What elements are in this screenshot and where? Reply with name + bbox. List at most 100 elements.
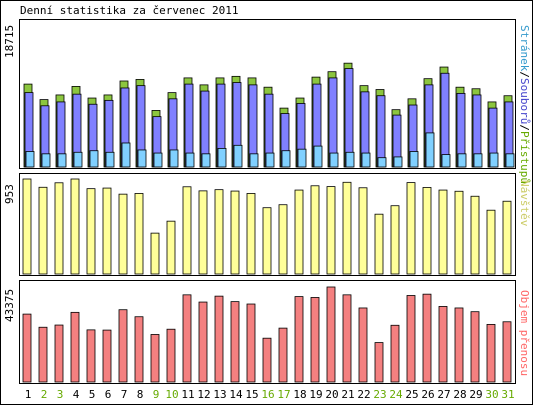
bar-pages — [281, 150, 291, 168]
day-label: 28 — [453, 388, 466, 401]
bar-visits — [134, 193, 144, 275]
bar-pages — [201, 153, 211, 168]
day-label: 18 — [293, 388, 306, 401]
bar-kbytes — [134, 316, 144, 383]
bar-pages — [489, 152, 499, 168]
bar-pages — [345, 151, 355, 168]
bar-kbytes — [70, 311, 80, 383]
bar-pages — [441, 154, 451, 168]
bar-visits — [326, 186, 336, 275]
bar-kbytes — [86, 329, 96, 383]
bar-visits — [438, 189, 448, 275]
day-label: 7 — [121, 388, 128, 401]
bar-kbytes — [150, 334, 160, 383]
bar-kbytes — [262, 337, 272, 383]
bar-visits — [214, 189, 224, 275]
bars-visits-group — [22, 178, 512, 275]
bar-pages — [377, 157, 387, 168]
bar-kbytes — [246, 303, 256, 383]
day-label: 21 — [341, 388, 354, 401]
bar-pages — [185, 152, 195, 168]
bar-pages — [329, 152, 339, 168]
day-label: 26 — [421, 388, 434, 401]
day-label: 30 — [485, 388, 498, 401]
bar-pages — [105, 151, 115, 168]
day-label: 22 — [357, 388, 370, 401]
day-label: 4 — [73, 388, 80, 401]
bar-kbytes — [438, 306, 448, 383]
bar-kbytes — [390, 324, 400, 383]
bar-kbytes — [422, 293, 432, 383]
bar-kbytes — [502, 321, 512, 383]
day-label: 5 — [89, 388, 96, 401]
bar-visits — [422, 187, 432, 275]
day-label: 17 — [277, 388, 290, 401]
day-label: 9 — [153, 388, 160, 401]
bar-kbytes — [342, 294, 352, 383]
bar-kbytes — [406, 295, 416, 383]
day-label: 16 — [261, 388, 274, 401]
ymax-label-hits: 18715 — [3, 25, 16, 58]
bar-visits — [182, 186, 192, 275]
bar-visits — [246, 193, 256, 275]
bar-visits — [342, 181, 352, 275]
bar-visits — [358, 187, 368, 275]
bar-pages — [393, 156, 403, 168]
day-label: 31 — [501, 388, 514, 401]
day-label: 15 — [245, 388, 258, 401]
bar-pages — [41, 153, 51, 168]
series-legend-kbytes: Objem přenosu — [518, 290, 531, 376]
day-label: 25 — [405, 388, 418, 401]
bar-pages — [169, 149, 179, 168]
bar-pages — [361, 152, 371, 168]
bar-files — [440, 72, 450, 168]
bar-kbytes — [326, 286, 336, 383]
day-label: 19 — [309, 388, 322, 401]
bar-kbytes — [182, 294, 192, 383]
bar-visits — [22, 178, 32, 275]
day-label: 11 — [181, 388, 194, 401]
bar-pages — [313, 145, 323, 168]
bar-pages — [25, 151, 35, 168]
bar-kbytes — [454, 307, 464, 383]
bar-pages — [73, 151, 83, 168]
bar-visits — [406, 182, 416, 275]
day-label: 8 — [137, 388, 144, 401]
bar-visits — [102, 187, 112, 275]
bar-kbytes — [22, 313, 32, 383]
day-label: 3 — [57, 388, 64, 401]
bar-pages — [265, 152, 275, 168]
bar-kbytes — [198, 301, 208, 383]
bar-pages — [297, 148, 307, 168]
bar-pages — [137, 149, 147, 168]
bar-kbytes — [294, 296, 304, 383]
day-label: 27 — [437, 388, 450, 401]
bar-kbytes — [214, 295, 224, 383]
day-label: 24 — [389, 388, 403, 401]
legend-pages: Stránek — [518, 25, 531, 72]
bar-kbytes — [54, 324, 64, 383]
bar-visits — [390, 205, 400, 275]
bar-visits — [38, 186, 48, 275]
bar-pages — [57, 153, 67, 168]
bars-kbytes-group — [22, 286, 512, 383]
x-axis-day-labels: 1 2 3 4 5 6 7 8 9 10 11 12 13 14 15 16 17 18 19 20 21 22 23 24 2… — [25, 388, 515, 401]
bar-pages — [505, 153, 515, 168]
bar-pages — [233, 144, 243, 168]
day-label: 10 — [165, 388, 178, 401]
day-label: 2 — [41, 388, 48, 401]
bar-kbytes — [310, 297, 320, 383]
bar-visits — [486, 209, 496, 275]
bar-visits — [454, 190, 464, 275]
bar-visits — [70, 178, 80, 275]
day-label: 14 — [229, 388, 243, 401]
day-label: 6 — [105, 388, 112, 401]
bar-visits — [310, 185, 320, 275]
bar-visits — [230, 190, 240, 275]
bar-visits — [294, 189, 304, 275]
bar-kbytes — [374, 342, 384, 383]
bar-visits — [118, 193, 128, 275]
bar-pages — [425, 132, 435, 168]
